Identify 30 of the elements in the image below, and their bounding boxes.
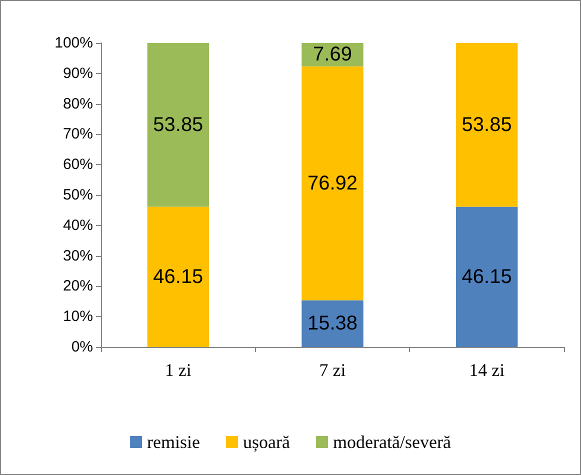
y-tick-label: 20% xyxy=(62,278,93,295)
x-tick-label: 1 zi xyxy=(164,360,192,380)
data-label: 15.38 xyxy=(307,312,358,335)
bar xyxy=(302,66,364,300)
data-label: 46.15 xyxy=(153,266,204,288)
y-tick-label: 80% xyxy=(62,95,93,112)
y-tick-label: 100% xyxy=(54,34,93,52)
bar xyxy=(147,206,210,347)
data-label: 46.15 xyxy=(462,266,512,288)
y-tick-label: 0% xyxy=(71,338,93,356)
bar xyxy=(456,43,518,207)
legend-label: remisie xyxy=(147,432,200,452)
x-tick-label: 7 zi xyxy=(319,360,346,380)
bar xyxy=(147,43,210,207)
y-tick-label: 90% xyxy=(62,64,93,82)
legend-label: moderată/severă xyxy=(333,432,451,452)
bar xyxy=(456,206,518,347)
data-label: 53.85 xyxy=(153,114,204,136)
legend-label: ușoară xyxy=(243,432,290,452)
y-tick-label: 60% xyxy=(62,156,93,174)
data-label: 7.69 xyxy=(313,44,352,66)
y-tick-label: 50% xyxy=(62,186,93,204)
y-tick-label: 10% xyxy=(62,308,93,326)
y-tick-label: 70% xyxy=(62,126,93,143)
y-tick-label: 30% xyxy=(62,247,93,264)
data-label: 53.85 xyxy=(462,114,512,136)
data-label: 76.92 xyxy=(307,172,358,194)
y-tick-label: 40% xyxy=(62,216,93,234)
bar xyxy=(302,300,364,347)
x-tick-label: 14 zi xyxy=(469,360,505,380)
